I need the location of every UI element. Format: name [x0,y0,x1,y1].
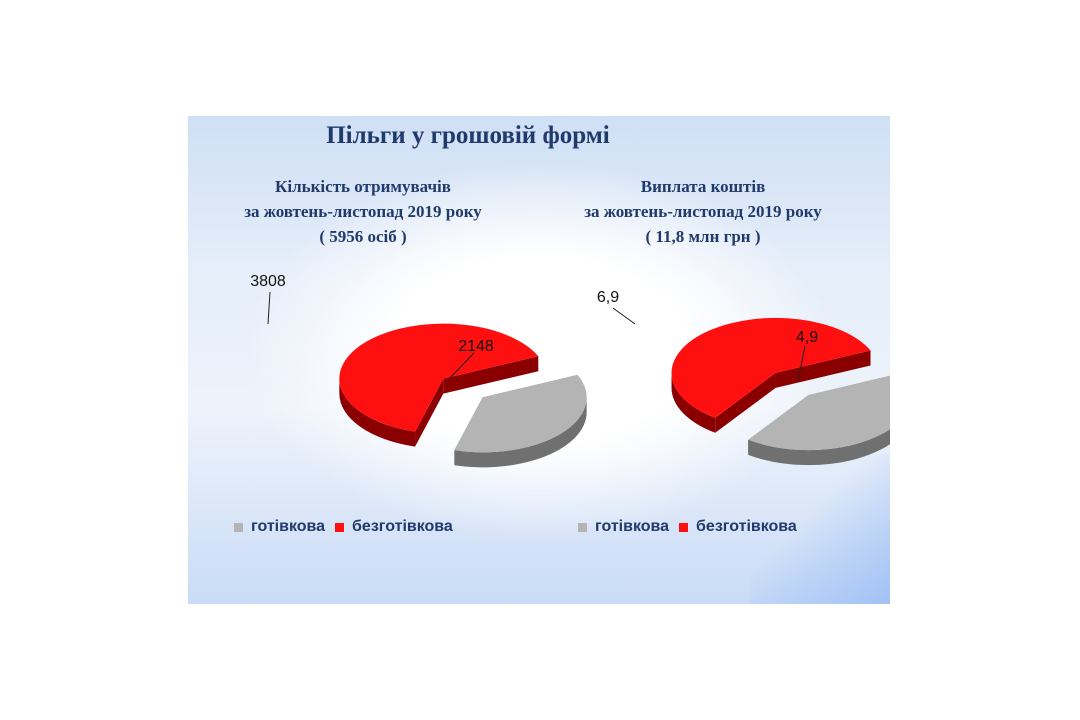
main-title: Пільги у грошовій формі [326,122,610,149]
legend-item-cash: готівкова [234,518,325,536]
chart2-leader-cash [797,345,806,382]
legend-swatch-cash [578,522,587,532]
chart-1-legend: готівкова безготівкова [234,518,453,536]
legend-label-cash: готівкова [251,518,326,535]
slide: Пільги у грошовій формі Кількість отриму… [188,116,890,604]
chart1-leader-cash [449,352,475,379]
chart2-leader-noncash [612,307,636,325]
legend-label-noncash: безготівкова [696,518,797,535]
chart1-slice-noncash-cut [443,356,539,394]
legend-swatch-cash [234,522,243,532]
chart-1-title-line-3: ( 5956 осіб ) [319,227,407,246]
chart-2-title: Виплата коштів за жовтень-листопад 2019 … [538,174,868,249]
chart2-label-cash: 4,9 [796,329,818,346]
chart-1-title-line-2: за жовтень-листопад 2019 року [244,202,482,221]
legend-swatch-noncash [335,522,345,532]
chart1-slice-cash-side [454,397,587,468]
chart-2-title-line-3: ( 11,8 млн грн ) [645,227,761,246]
chart1-slice-noncash-cut [415,378,444,447]
chart1-slice-noncash-top [339,323,539,432]
legend-item-noncash: безготівкова [335,518,453,536]
chart2-slice-cash-top [748,375,890,451]
chart1-leader-noncash [267,291,271,325]
chart1-slice-noncash-side [339,378,416,447]
chart-1-title: Кількість отримувачів за жовтень-листопа… [198,174,528,249]
chart2-slice-noncash-cut [775,350,871,388]
chart2-slice-noncash-side [671,372,716,433]
legend-item-cash: готівкова [578,518,669,536]
chart-2-legend: готівкова безготівкова [578,518,797,536]
legend-item-noncash: безготівкова [679,518,797,536]
pie-charts: 3808 2148 6,9 4,9 [250,273,890,468]
chart2-slice-noncash-cut [715,372,776,433]
chart1-label-noncash: 3808 [250,273,286,290]
legend-swatch-noncash [679,522,689,532]
chart1-label-cash: 2148 [458,338,494,355]
chart2-label-noncash: 6,9 [597,289,619,306]
chart-2-title-line-2: за жовтень-листопад 2019 року [584,202,822,221]
chart1-slice-cash-top [454,374,587,453]
chart-1-title-line-1: Кількість отримувачів [275,177,451,196]
legend-label-cash: готівкова [595,518,670,535]
chart-2-title-line-1: Виплата коштів [640,177,766,196]
chart2-slice-noncash-top [671,317,871,418]
legend-label-noncash: безготівкова [352,518,453,535]
